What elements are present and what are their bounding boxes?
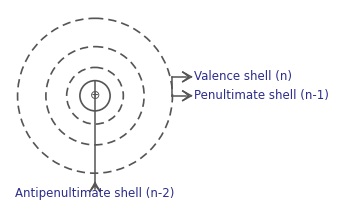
Text: Penultimate shell (n-1): Penultimate shell (n-1) bbox=[194, 89, 329, 102]
Text: $\oplus$: $\oplus$ bbox=[89, 89, 101, 102]
Text: Valence shell (n): Valence shell (n) bbox=[194, 70, 292, 83]
Text: Antipenultimate shell (n-2): Antipenultimate shell (n-2) bbox=[15, 187, 175, 201]
